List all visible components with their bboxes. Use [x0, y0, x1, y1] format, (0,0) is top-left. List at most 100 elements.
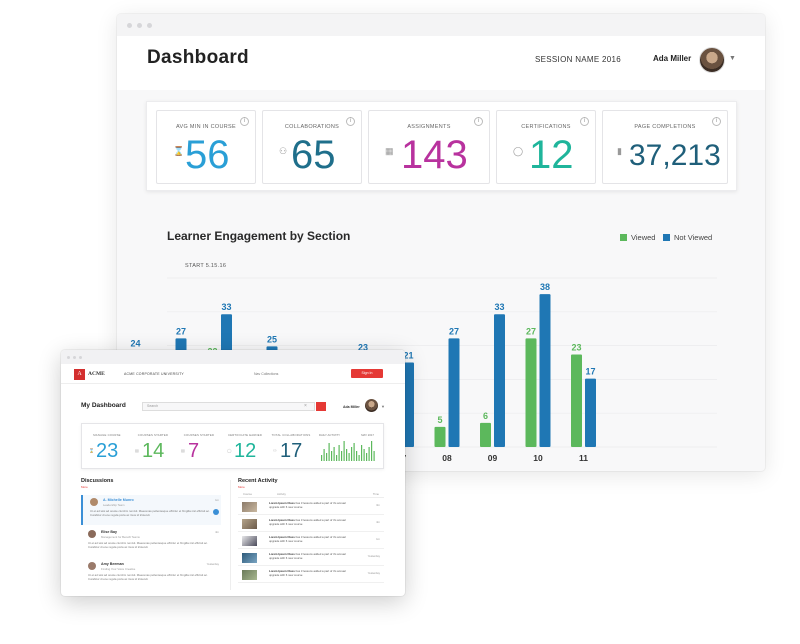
bar-not-viewed-08[interactable]: [448, 338, 460, 447]
discussion-author[interactable]: Amy Beeman: [101, 562, 124, 566]
window-dot[interactable]: [67, 355, 70, 359]
activity-row[interactable]: Lorem Ipsum Class has 3 lessons added a …: [238, 499, 384, 515]
bar-not-viewed-09[interactable]: [494, 314, 505, 447]
stat-card-page-completions[interactable]: PAGE COMPLETIONS i ▮ 37,213: [602, 110, 728, 184]
discussion-author[interactable]: Elise Bay: [101, 530, 117, 534]
activity-row[interactable]: Lorem Ipsum Class has 3 lessons added a …: [238, 533, 384, 549]
daily-activity-bar: [341, 451, 343, 461]
category-label: 09: [488, 453, 498, 463]
stat-card-collaborations[interactable]: COLLABORATIONS i ⚇ 65: [262, 110, 362, 184]
avatar[interactable]: [365, 399, 378, 412]
stat-label: CERTIFICATIONS: [521, 124, 571, 130]
stat-label: ASSIGNMENTS: [407, 124, 451, 130]
stat-card-avg-min[interactable]: AVG MIN IN COURSE i ⌛ 56: [156, 110, 256, 184]
avatar[interactable]: [699, 47, 725, 73]
info-icon[interactable]: i: [580, 117, 589, 126]
activity-course[interactable]: Lorem Ipsum Class: [269, 535, 295, 539]
acme-logo[interactable]: A: [74, 369, 85, 380]
daily-activity-bar: [368, 447, 370, 461]
session-name[interactable]: SESSION NAME 2016: [535, 55, 622, 64]
bar-icon: ▮: [617, 146, 622, 156]
user-name[interactable]: Ada Miller: [653, 54, 692, 63]
daily-activity-bar: [361, 445, 363, 461]
activity-row[interactable]: Lorem Ipsum Class has 3 lessons added a …: [238, 567, 384, 583]
window-dot[interactable]: [137, 22, 142, 28]
book-icon: ▤: [181, 448, 185, 453]
daily-activity-bar: [366, 453, 368, 461]
activity-course[interactable]: Lorem Ipsum Class: [269, 552, 295, 556]
stat-label: COURSES STARTED: [183, 433, 215, 437]
activity-time: 3m: [376, 503, 380, 507]
bar-not-viewed-11[interactable]: [585, 378, 596, 447]
info-icon[interactable]: i: [712, 117, 721, 126]
sign-in-button[interactable]: Sign In: [351, 369, 383, 378]
daily-activity-bar: [346, 449, 348, 461]
window-dot[interactable]: [79, 355, 82, 359]
activity-row[interactable]: Lorem Ipsum Class has 3 lessons added a …: [238, 550, 384, 566]
discussion-item[interactable]: A. Michelle Munro Leadership Team 1m Ut …: [81, 495, 221, 525]
info-icon[interactable]: i: [346, 117, 355, 126]
discussion-item[interactable]: Amy Beeman Finding Your Voice Creative Y…: [81, 559, 221, 589]
discussions-more-link[interactable]: More: [81, 485, 88, 489]
university-name: ACME CORPORATE UNIVERSITY: [124, 372, 184, 376]
activity-description: has 3 lessons added a part of it's annua…: [269, 552, 346, 560]
activity-course[interactable]: Lorem Ipsum Class: [269, 501, 295, 505]
info-icon[interactable]: i: [474, 117, 483, 126]
legend-viewed[interactable]: Viewed: [620, 233, 655, 242]
chevron-down-icon[interactable]: ▼: [729, 55, 736, 62]
daily-activity-bar: [373, 451, 375, 461]
people-icon: ⚇: [279, 146, 288, 156]
window-dot[interactable]: [73, 355, 76, 359]
info-icon[interactable]: i: [240, 117, 249, 126]
my-dashboard-title: My Dashboard: [81, 402, 126, 409]
discussion-author[interactable]: A. Michelle Munro: [103, 498, 134, 502]
activity-text: Lorem Ipsum Class has 3 lessons added a …: [269, 569, 349, 578]
people-icon: ⚇: [273, 448, 277, 453]
daily-activity-date[interactable]: MAY 2017: [361, 433, 374, 437]
mini-stat-card[interactable]: COURSES STARTED ▤ 7: [177, 428, 221, 465]
window-dot[interactable]: [147, 22, 152, 28]
activity-course[interactable]: Lorem Ipsum Class: [269, 569, 295, 573]
search-button[interactable]: [316, 402, 326, 411]
category-label: 10: [533, 453, 543, 463]
stat-card-assignments[interactable]: ASSIGNMENTS i ▦ 143: [368, 110, 490, 184]
legend-swatch-not-viewed: [663, 234, 670, 241]
discussion-time: 4m: [215, 530, 219, 534]
stat-label: MANAGE COURSE: [93, 433, 121, 437]
bar-viewed-10[interactable]: [525, 338, 537, 447]
discussion-time: Yesterday: [206, 562, 219, 566]
recent-activity-more-link[interactable]: More: [238, 485, 245, 489]
daily-activity-label: DAILY ACTIVITY: [319, 433, 341, 437]
mini-stat-card[interactable]: MANAGE COURSE ⌛ 23: [85, 428, 129, 465]
user-name[interactable]: Ada Miller: [343, 405, 360, 409]
chevron-down-icon[interactable]: ▼: [381, 404, 385, 409]
column-header-time: Time: [372, 492, 379, 496]
bar-viewed-11[interactable]: [571, 354, 582, 447]
search-input[interactable]: Search: [142, 402, 315, 411]
discussion-item[interactable]: Elise Bay Management for Benefit Teams 4…: [81, 527, 221, 557]
stat-card-certifications[interactable]: CERTIFICATIONS i ◯ 12: [496, 110, 596, 184]
bar-not-viewed-07[interactable]: [403, 362, 414, 448]
discussion-body: Ut et ad wisi ad oreste ciumhm remixit. …: [88, 541, 208, 549]
nav-link[interactable]: Nav Collections: [254, 372, 279, 376]
stat-value: 12: [234, 440, 257, 462]
activity-course[interactable]: Lorem Ipsum Class: [269, 518, 295, 522]
bar-value-label: 6: [483, 411, 488, 421]
mini-dashboard-window: A ACME ACME CORPORATE UNIVERSITY Nav Col…: [61, 350, 405, 596]
avatar: [88, 562, 96, 570]
activity-row[interactable]: Lorem Ipsum Class has 3 lessons added a …: [238, 516, 384, 532]
bar-viewed-08[interactable]: [434, 426, 446, 447]
brand-name[interactable]: ACME: [88, 371, 105, 377]
window-dot[interactable]: [127, 22, 132, 28]
clear-icon[interactable]: ×: [304, 403, 307, 409]
daily-activity-card[interactable]: DAILY ACTIVITY MAY 2017: [315, 428, 380, 465]
activity-description: has 3 lessons added a part of it's annua…: [269, 535, 346, 543]
mini-stat-card[interactable]: COURSES STARTED ▤ 14: [131, 428, 175, 465]
daily-activity-bar: [328, 443, 330, 461]
reply-badge[interactable]: [213, 509, 219, 515]
legend-not-viewed[interactable]: Not Viewed: [663, 233, 712, 242]
bar-viewed-09[interactable]: [480, 422, 491, 447]
bar-not-viewed-10[interactable]: [539, 294, 551, 447]
mini-stat-card[interactable]: CERTIFICATE EARNED ◯ 12: [223, 428, 267, 465]
mini-stat-card[interactable]: TOTAL COLLABORATIONS ⚇ 17: [269, 428, 313, 465]
